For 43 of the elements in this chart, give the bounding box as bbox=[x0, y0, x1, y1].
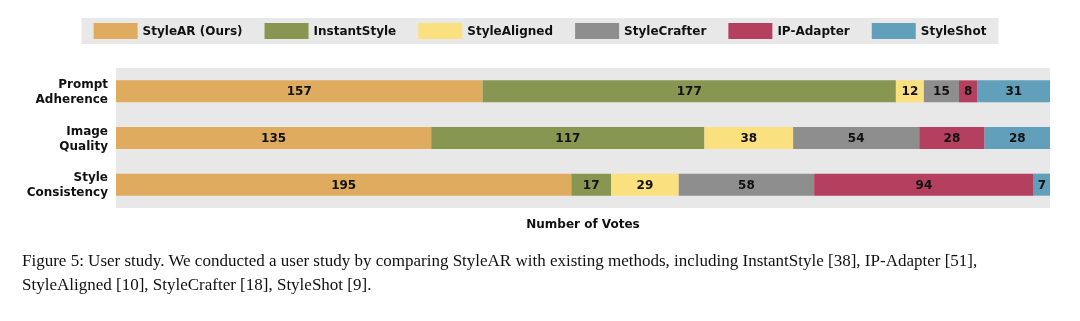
bar bbox=[977, 80, 1050, 103]
data-label: 38 bbox=[740, 131, 758, 145]
data-label: 15 bbox=[933, 84, 950, 99]
data-label: 135 bbox=[261, 131, 287, 145]
bar bbox=[431, 127, 705, 149]
data-label: 7 bbox=[1037, 177, 1047, 192]
caption: Figure 5: User study. We conducted a user study by comparing StyleAR with existing methods, including InstantStyle [38], IP-Adapter [51], StyleAligned [10], StyleCrafter [18], StyleShot [9]. bbox=[22, 250, 982, 294]
data-label: 94 bbox=[915, 177, 933, 192]
data-label: 117 bbox=[555, 131, 581, 145]
y-tick-label: Prompt Adherence bbox=[35, 76, 109, 106]
data-label: 28 bbox=[1008, 131, 1026, 145]
data-label: 195 bbox=[331, 177, 357, 192]
data-label: 157 bbox=[286, 84, 312, 99]
bar bbox=[793, 127, 920, 149]
legend-label: IP-Adapter bbox=[777, 24, 850, 38]
y-tick-label: Style Consistency bbox=[26, 170, 109, 200]
bar bbox=[116, 80, 483, 103]
legend-label: StyleAR (Ours) bbox=[142, 24, 243, 38]
bar bbox=[611, 173, 679, 196]
legend-label: StyleAligned bbox=[467, 24, 554, 38]
data-label: 17 bbox=[582, 177, 600, 192]
legend-label: InstantStyle bbox=[313, 24, 397, 38]
bar bbox=[116, 173, 572, 196]
data-label: 58 bbox=[738, 177, 755, 192]
bar bbox=[919, 127, 985, 149]
x-axis-title: Number of Votes bbox=[526, 217, 640, 231]
legend-label: StyleCrafter bbox=[624, 24, 707, 38]
data-label: 54 bbox=[847, 131, 865, 145]
bar bbox=[984, 127, 1050, 149]
bar bbox=[116, 127, 432, 149]
bar bbox=[814, 173, 1034, 196]
data-label: 8 bbox=[964, 84, 973, 99]
y-tick-label: Image Quality bbox=[59, 123, 109, 153]
data-label: 28 bbox=[943, 131, 961, 145]
bar bbox=[571, 173, 612, 196]
bar bbox=[704, 127, 794, 149]
data-label: 177 bbox=[676, 84, 702, 99]
data-label: 12 bbox=[901, 84, 919, 99]
data-label: 29 bbox=[636, 177, 654, 192]
bar bbox=[678, 173, 815, 196]
data-label: 31 bbox=[1005, 84, 1023, 99]
legend-label: StyleShot bbox=[920, 24, 987, 38]
bar bbox=[482, 80, 896, 103]
